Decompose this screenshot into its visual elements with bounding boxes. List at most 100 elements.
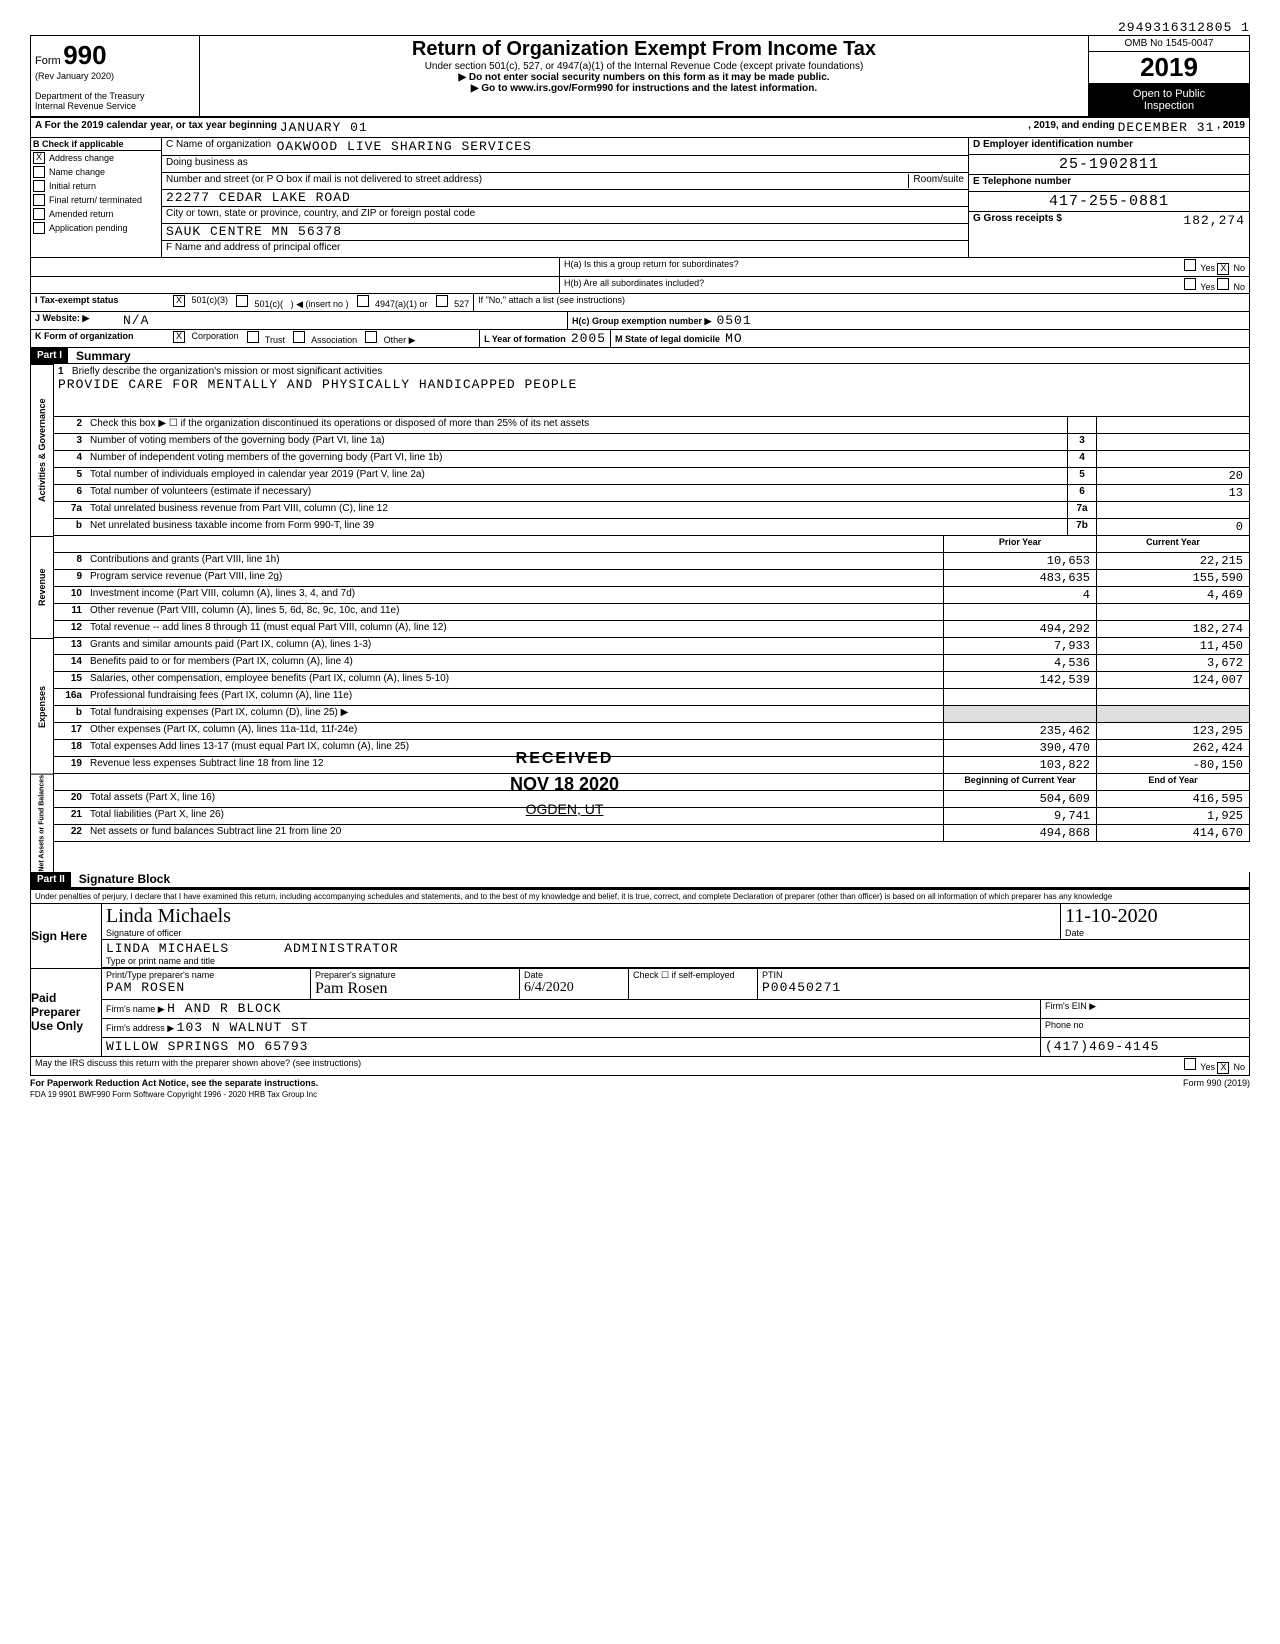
revenue-label: Revenue	[30, 536, 54, 638]
section-bcde: B Check if applicable XAddress changeNam…	[30, 138, 1250, 258]
discuss-no: No	[1233, 1062, 1245, 1072]
checkbox-label: Name change	[49, 167, 105, 177]
j-label: J Website: ▶	[35, 313, 89, 323]
tax-year-end: DECEMBER 31	[1118, 120, 1215, 135]
row-box: 3	[1067, 434, 1096, 450]
row-num: 16a	[54, 689, 86, 705]
prior-value: 9,741	[943, 808, 1096, 824]
col-b-header: B Check if applicable	[31, 138, 161, 151]
paid-preparer-label: Paid Preparer Use Only	[31, 991, 101, 1033]
row-desc: Total fundraising expenses (Part IX, col…	[86, 706, 943, 722]
firm-name: H AND R BLOCK	[167, 1001, 281, 1016]
prep-name-label: Print/Type preparer's name	[106, 970, 214, 980]
row-value	[1096, 434, 1249, 450]
officer-title: ADMINISTRATOR	[284, 941, 398, 956]
i-label: I Tax-exempt status	[35, 295, 118, 305]
officer-name: LINDA MICHAELS	[106, 941, 229, 956]
i-527: 527	[454, 299, 469, 309]
i-501c: 501(c)(	[255, 299, 284, 309]
street-label: Number and street (or P O box if mail is…	[166, 174, 908, 188]
row-box: 4	[1067, 451, 1096, 467]
checkbox-row: Initial return	[31, 179, 161, 193]
ptin: P00450271	[762, 980, 841, 995]
summary-row: 16a Professional fundraising fees (Part …	[54, 689, 1249, 706]
prior-value: 235,462	[943, 723, 1096, 739]
begin-year-header: Beginning of Current Year	[943, 774, 1096, 790]
checkbox-row: Final return/ terminated	[31, 193, 161, 207]
tax-year-begin: JANUARY 01	[280, 120, 368, 135]
row-num: 12	[54, 621, 86, 637]
l-label: L Year of formation	[484, 334, 566, 344]
summary-row: 15 Salaries, other compensation, employe…	[54, 672, 1249, 689]
row-desc: Total revenue -- add lines 8 through 11 …	[86, 621, 943, 637]
row-num: 18	[54, 740, 86, 756]
row-desc: Program service revenue (Part VIII, line…	[86, 570, 943, 586]
subtitle-3: ▶ Go to www.irs.gov/Form990 for instruct…	[208, 83, 1080, 94]
city-state-zip: SAUK CENTRE MN 56378	[166, 224, 342, 239]
city-label: City or town, state or province, country…	[166, 208, 475, 222]
summary-row: 18 Total expenses Add lines 13-17 (must …	[54, 740, 1249, 757]
g-label: G Gross receipts $	[973, 213, 1183, 228]
officer-label: F Name and address of principal officer	[166, 242, 340, 256]
mission-label: Briefly describe the organization's miss…	[72, 366, 382, 377]
summary-row: b Net unrelated business taxable income …	[54, 519, 1249, 535]
name-title-label: Type or print name and title	[106, 956, 215, 966]
row-box: 5	[1067, 468, 1096, 484]
row-a-endyear: , 2019	[1217, 120, 1245, 135]
irs-label: Internal Revenue Service	[35, 101, 136, 111]
governance-label: Activities & Governance	[30, 364, 54, 536]
l-value: 2005	[571, 331, 606, 346]
row-desc: Number of voting members of the governin…	[86, 434, 1067, 450]
website: N/A	[119, 312, 568, 329]
row-num: 3	[54, 434, 86, 450]
summary-row: 2 Check this box ▶ ☐ if the organization…	[54, 417, 1249, 434]
i-4947: 4947(a)(1) or	[375, 299, 428, 309]
prior-value	[943, 604, 1096, 620]
summary-row: 14 Benefits paid to or for members (Part…	[54, 655, 1249, 672]
row-num: 9	[54, 570, 86, 586]
k-corp: Corporation	[192, 331, 239, 341]
row-box: 7b	[1067, 519, 1096, 535]
firm-addr-label: Firm's address ▶	[106, 1023, 174, 1033]
prior-value: 10,653	[943, 553, 1096, 569]
current-value: 123,295	[1096, 723, 1249, 739]
summary-row: 3 Number of voting members of the govern…	[54, 434, 1249, 451]
prior-value: 483,635	[943, 570, 1096, 586]
firm-addr1: 103 N WALNUT ST	[177, 1020, 309, 1035]
phone: 417-255-0881	[1049, 193, 1169, 210]
row-a-prefix: A For the 2019 calendar year, or tax yea…	[35, 120, 277, 135]
current-value: 182,274	[1096, 621, 1249, 637]
row-desc: Benefits paid to or for members (Part IX…	[86, 655, 943, 671]
form-footer: Form 990 (2019)	[1183, 1078, 1250, 1088]
summary-row: 8 Contributions and grants (Part VIII, l…	[54, 553, 1249, 570]
room-label: Room/suite	[908, 174, 964, 188]
row-desc: Net unrelated business taxable income fr…	[86, 519, 1067, 535]
current-value: 1,925	[1096, 808, 1249, 824]
discuss-label: May the IRS discuss this return with the…	[31, 1057, 1180, 1075]
fda-footer: FDA 19 9901 BWF990 Form Software Copyrig…	[30, 1090, 1250, 1099]
row-value	[1096, 502, 1249, 518]
tax-year: 2019	[1089, 52, 1249, 84]
prior-value: 103,822	[943, 757, 1096, 773]
org-name: OAKWOOD LIVE SHARING SERVICES	[277, 139, 532, 154]
current-value: 124,007	[1096, 672, 1249, 688]
row-value: 0	[1096, 519, 1249, 535]
checkbox-label: Initial return	[49, 181, 96, 191]
mission-num: 1	[58, 366, 64, 377]
hc-label: H(c) Group exemption number ▶	[572, 316, 711, 326]
row-desc: Investment income (Part VIII, column (A)…	[86, 587, 943, 603]
street-address: 22277 CEDAR LAKE ROAD	[166, 190, 351, 205]
row-num: 7a	[54, 502, 86, 518]
prior-value: 7,933	[943, 638, 1096, 654]
row-num: 20	[54, 791, 86, 807]
net-assets-label: Net Assets or Fund Balances	[30, 774, 54, 872]
row-value	[1096, 417, 1249, 433]
row-desc: Professional fundraising fees (Part IX, …	[86, 689, 943, 705]
row-num: b	[54, 519, 86, 535]
row-num: 6	[54, 485, 86, 501]
checkbox-row: Name change	[31, 165, 161, 179]
prep-name: PAM ROSEN	[106, 980, 185, 995]
current-value: 414,670	[1096, 825, 1249, 841]
row-num: 13	[54, 638, 86, 654]
row-desc: Number of independent voting members of …	[86, 451, 1067, 467]
